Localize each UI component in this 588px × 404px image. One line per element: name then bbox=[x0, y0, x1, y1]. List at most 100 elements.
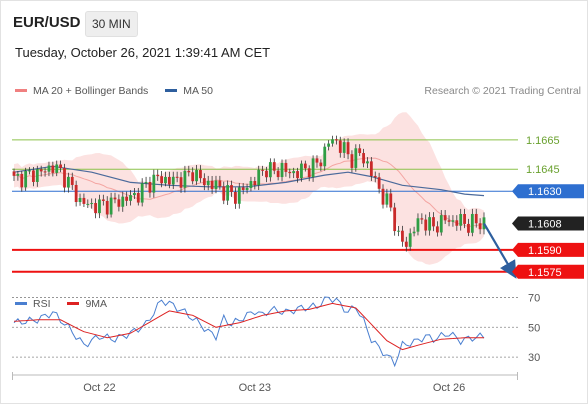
rsi-line bbox=[13, 296, 485, 368]
candle bbox=[202, 173, 206, 191]
candle bbox=[121, 191, 125, 212]
candle bbox=[303, 160, 307, 172]
candle bbox=[276, 167, 280, 181]
price-label-0: 1.1665 bbox=[526, 135, 560, 147]
level-text: 1.1645 bbox=[526, 164, 560, 176]
candle bbox=[334, 135, 338, 145]
candle bbox=[206, 175, 210, 191]
candle bbox=[435, 221, 439, 237]
candle bbox=[470, 208, 474, 237]
candle bbox=[284, 159, 288, 177]
candle bbox=[362, 148, 365, 168]
candle bbox=[218, 175, 222, 190]
research-credit: Research © 2021 Trading Central bbox=[424, 85, 581, 97]
level-text: 1.1590 bbox=[528, 245, 562, 257]
price-label-2: 1.1630 bbox=[512, 184, 584, 199]
rsi-tick-label: 50 bbox=[528, 322, 540, 334]
candle bbox=[191, 167, 195, 185]
candle bbox=[439, 210, 443, 236]
legend-label-ma50: MA 50 bbox=[183, 85, 213, 97]
candle bbox=[354, 144, 358, 172]
candle bbox=[28, 167, 31, 175]
candle bbox=[393, 202, 397, 236]
candle bbox=[16, 170, 20, 181]
forecast-arrow bbox=[483, 222, 517, 279]
candle bbox=[78, 193, 82, 206]
rsi-9ma-line bbox=[13, 302, 484, 351]
9ma-swatch bbox=[67, 301, 80, 305]
ma20-line bbox=[13, 157, 485, 228]
candle bbox=[288, 168, 292, 179]
candle bbox=[74, 180, 78, 207]
candle bbox=[63, 163, 66, 193]
rsi-tick-label: 70 bbox=[528, 292, 540, 304]
candle bbox=[342, 138, 346, 158]
candle bbox=[43, 167, 47, 177]
candle bbox=[183, 165, 187, 193]
candle bbox=[187, 165, 191, 177]
candle bbox=[331, 135, 334, 147]
candle bbox=[156, 169, 160, 181]
candle bbox=[59, 160, 63, 173]
candle bbox=[105, 196, 109, 219]
candle bbox=[241, 183, 245, 195]
candle bbox=[389, 188, 393, 212]
candle bbox=[467, 218, 470, 237]
x-tick-label: Oct 23 bbox=[239, 382, 271, 394]
ma50-path bbox=[13, 165, 485, 197]
candle bbox=[51, 161, 55, 177]
candle bbox=[292, 167, 296, 179]
ma50-line bbox=[13, 165, 485, 197]
candle bbox=[401, 225, 404, 247]
candle bbox=[253, 176, 257, 190]
candle bbox=[307, 165, 311, 182]
legend-item-9ma: 9MA bbox=[67, 298, 107, 310]
timeframe-button[interactable]: 30 MIN bbox=[85, 11, 138, 37]
candle bbox=[226, 180, 230, 205]
candle bbox=[210, 175, 214, 194]
bollinger-band-fill bbox=[14, 112, 484, 265]
candle bbox=[144, 176, 148, 188]
level-tag bbox=[512, 216, 584, 231]
candle bbox=[47, 161, 51, 177]
level-tag bbox=[512, 242, 584, 257]
candle bbox=[443, 210, 447, 224]
candle bbox=[140, 178, 144, 207]
price-label-3: 1.1608 bbox=[512, 216, 584, 231]
candle bbox=[447, 215, 451, 227]
candle bbox=[125, 191, 129, 206]
candle bbox=[404, 236, 408, 252]
rsi-legend: RSI 9MA bbox=[15, 298, 107, 310]
legend-item-rsi: RSI bbox=[15, 298, 51, 310]
legend-item-ma50: MA 50 bbox=[165, 85, 213, 97]
candle bbox=[366, 157, 369, 169]
candle bbox=[296, 167, 299, 183]
candle bbox=[117, 194, 121, 212]
candle bbox=[257, 165, 261, 191]
candle bbox=[463, 208, 466, 229]
candle bbox=[164, 171, 167, 187]
candle bbox=[234, 187, 237, 209]
x-tick-label: Oct 22 bbox=[83, 382, 115, 394]
bollinger-bands bbox=[13, 112, 485, 265]
candle bbox=[416, 213, 420, 236]
candle bbox=[315, 155, 319, 168]
candle bbox=[338, 136, 342, 158]
candle bbox=[245, 183, 249, 194]
x-tick-label: Oct 26 bbox=[433, 382, 465, 394]
x-axis: Oct 22 Oct 23 Oct 26 bbox=[12, 372, 518, 394]
candle bbox=[160, 171, 164, 188]
candle bbox=[385, 188, 389, 208]
price-label-1: 1.1645 bbox=[526, 164, 560, 176]
candle bbox=[230, 180, 233, 197]
level-text: 1.1630 bbox=[528, 186, 562, 198]
candle bbox=[424, 214, 428, 236]
candle bbox=[432, 212, 435, 232]
rsi-tick-label: 30 bbox=[528, 352, 540, 364]
candle bbox=[133, 187, 136, 199]
candle bbox=[428, 212, 432, 236]
candle bbox=[32, 167, 35, 187]
candle bbox=[90, 198, 94, 209]
candle bbox=[319, 159, 323, 172]
